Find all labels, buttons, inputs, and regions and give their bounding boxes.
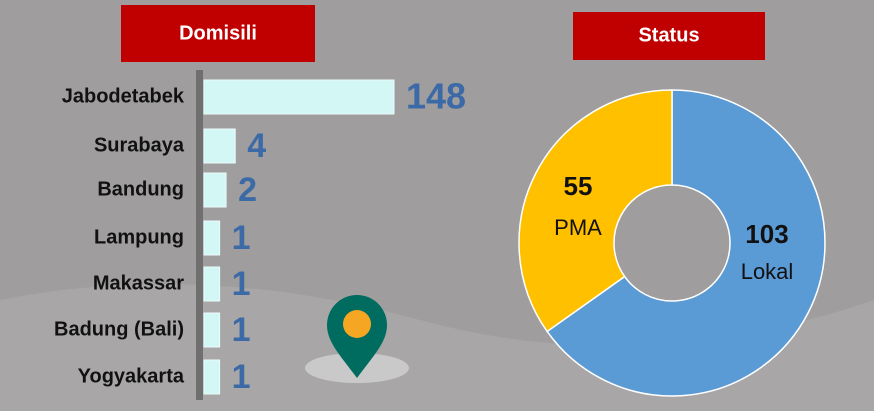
category-label: Makassar (93, 272, 184, 294)
category-label: Surabaya (94, 134, 185, 156)
category-label: Bandung (97, 178, 184, 200)
category-label: Lampung (94, 226, 184, 248)
chart-title: Status (638, 24, 699, 46)
value-label: 103 (745, 219, 788, 249)
bar (203, 359, 221, 395)
bar (203, 220, 221, 256)
chart-title: Domisili (179, 22, 257, 44)
value-label: 55 (564, 171, 593, 201)
location-pin (305, 295, 409, 383)
value-label: 1 (232, 358, 251, 396)
category-label: Jabodetabek (62, 85, 185, 107)
category-label: Yogyakarta (78, 365, 185, 387)
category-label: PMA (554, 215, 602, 240)
value-label: 2 (238, 171, 257, 209)
bar (203, 266, 221, 302)
bar (203, 128, 236, 164)
category-label: Badung (Bali) (54, 318, 184, 340)
category-label: Lokal (741, 259, 794, 284)
value-label: 1 (232, 265, 251, 303)
value-label: 148 (406, 76, 466, 117)
title-box (573, 12, 765, 60)
bar (203, 172, 227, 208)
bar (203, 312, 221, 348)
donut-slice (546, 89, 826, 397)
value-label: 4 (247, 127, 266, 165)
bar (203, 79, 395, 115)
value-label: 1 (232, 311, 251, 349)
axis (196, 70, 203, 400)
value-label: 1 (232, 219, 251, 257)
donut-slice (518, 89, 673, 333)
title-box (121, 5, 315, 62)
